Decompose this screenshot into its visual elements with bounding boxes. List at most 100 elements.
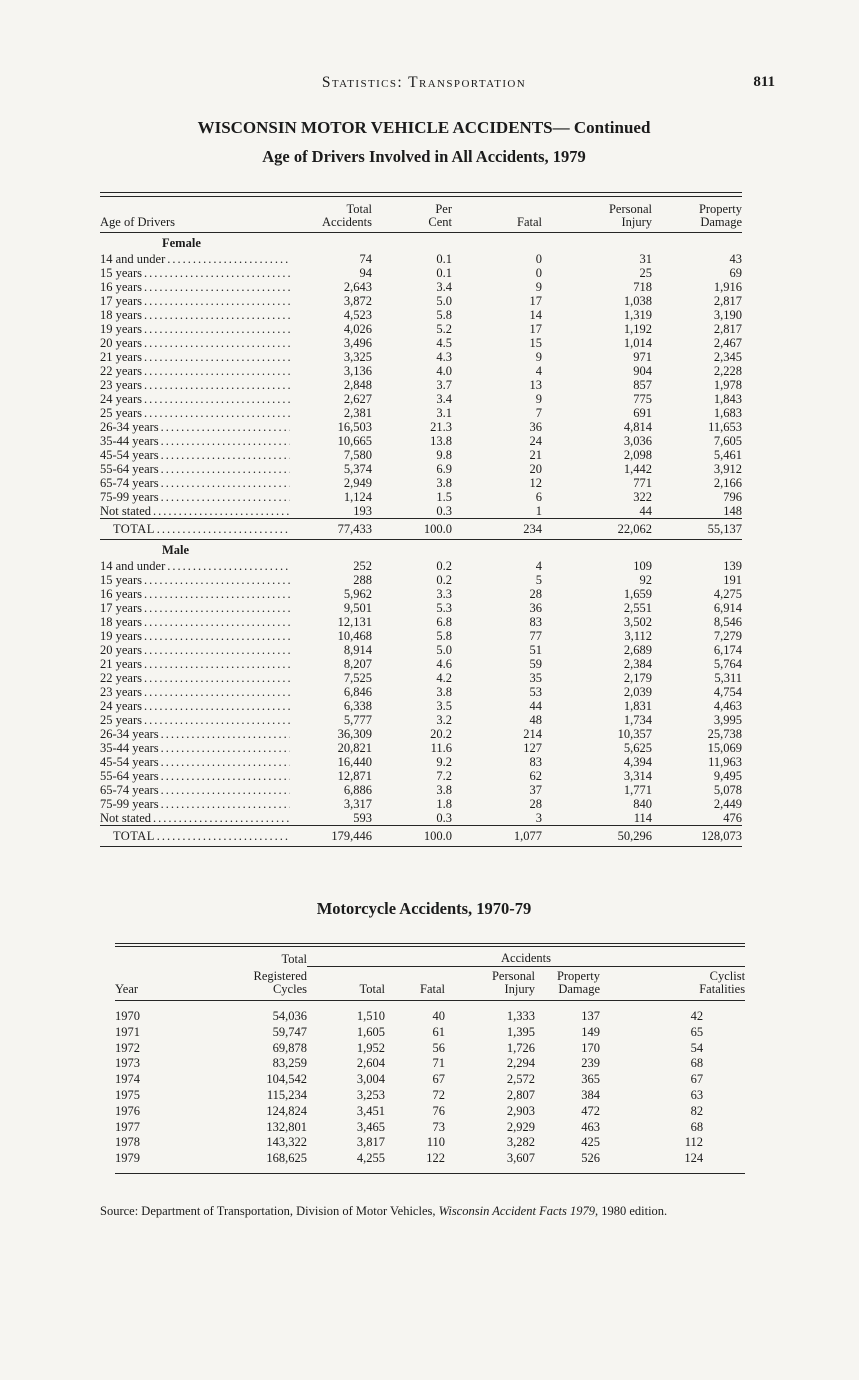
table-row: 22 years 7,525 4.2 35 2,179 5,311 bbox=[100, 671, 742, 685]
cell: 2,551 bbox=[623, 600, 652, 615]
row-label-cell: 23 years bbox=[100, 685, 290, 699]
cell: 3,112 bbox=[624, 628, 652, 643]
row-label-cell: 65-74 years bbox=[100, 476, 290, 490]
dot-leader bbox=[159, 783, 290, 797]
cell: 3,190 bbox=[713, 307, 742, 322]
row-label: 65-74 years bbox=[100, 782, 159, 797]
cell: 3,136 bbox=[343, 363, 372, 378]
row-label-cell: 17 years bbox=[100, 601, 290, 615]
cell: 425 bbox=[581, 1135, 600, 1150]
cell: 100.0 bbox=[372, 824, 452, 847]
cell: 5.2 bbox=[436, 321, 452, 336]
cell: 1,192 bbox=[623, 321, 652, 336]
cell: 2,228 bbox=[713, 363, 742, 378]
row-label-cell: TOTAL bbox=[100, 824, 290, 847]
motorcycle-title: Motorcycle Accidents, 1970-79 bbox=[316, 898, 532, 918]
cell: 593 bbox=[353, 810, 372, 825]
cell: 13.8 bbox=[430, 433, 452, 448]
table-row: 25 years 5,777 3.2 48 1,734 3,995 bbox=[100, 713, 742, 727]
cell: 4.3 bbox=[436, 349, 452, 364]
cell: 1,916 bbox=[713, 279, 742, 294]
page: Statistics: Transportation 811 WISCONSIN… bbox=[100, 0, 775, 1219]
cell: 14 bbox=[529, 307, 543, 322]
cell: 840 bbox=[633, 796, 652, 811]
row-label: 17 years bbox=[100, 293, 142, 308]
cell: 16,440 bbox=[337, 754, 372, 769]
cell: 9,495 bbox=[713, 768, 742, 783]
cell: 10,468 bbox=[337, 628, 372, 643]
cell: 0.2 bbox=[436, 572, 452, 587]
cell: 168,625 bbox=[266, 1151, 307, 1166]
cell: 796 bbox=[723, 489, 742, 504]
cell: 3,325 bbox=[343, 349, 372, 364]
cell: 1.8 bbox=[436, 796, 452, 811]
cell: 1,077 bbox=[452, 824, 542, 847]
cell: 6,914 bbox=[713, 600, 742, 615]
cell: 59 bbox=[529, 656, 543, 671]
cell: 59,747 bbox=[272, 1024, 307, 1039]
row-label-cell: 21 years bbox=[100, 657, 290, 671]
cell: 1,771 bbox=[623, 782, 652, 797]
header-row: Age of Drivers Total Accidents Per Cent Fatal… bbox=[100, 196, 742, 233]
cell: 472 bbox=[581, 1103, 600, 1118]
row-label: 75-99 years bbox=[100, 489, 159, 504]
cell: 288 bbox=[353, 572, 372, 587]
cell: 2,166 bbox=[713, 475, 742, 490]
cell: 6,846 bbox=[343, 684, 372, 699]
cell: 1,659 bbox=[623, 586, 652, 601]
dot-leader bbox=[142, 378, 290, 392]
cell: 5,374 bbox=[343, 461, 372, 476]
cell: 170 bbox=[581, 1040, 600, 1055]
table-row: 14 and under 252 0.2 4 109 139 bbox=[100, 559, 742, 573]
cell: 463 bbox=[581, 1119, 600, 1134]
cell: 2,381 bbox=[343, 405, 372, 420]
row-label: 15 years bbox=[100, 572, 142, 587]
cell: 691 bbox=[633, 405, 652, 420]
row-label-cell: 35-44 years bbox=[100, 434, 290, 448]
table-row: 16 years 2,643 3.4 9 718 1,916 bbox=[100, 280, 742, 294]
cell: 234 bbox=[452, 517, 542, 540]
row-label-cell: 26-34 years bbox=[100, 727, 290, 741]
cell: 48 bbox=[529, 712, 543, 727]
section-label: Male bbox=[162, 542, 190, 557]
row-label: 23 years bbox=[100, 377, 142, 392]
cell: 3.8 bbox=[436, 684, 452, 699]
cell: 9.8 bbox=[436, 447, 452, 462]
table-row: 19 years 10,468 5.8 77 3,112 7,279 bbox=[100, 629, 742, 643]
cell: 149 bbox=[581, 1024, 600, 1039]
dot-leader bbox=[142, 573, 290, 587]
cell: 9 bbox=[535, 349, 542, 364]
cell: 69 bbox=[729, 265, 743, 280]
cell: 1971 bbox=[115, 1024, 140, 1039]
cell: 2,817 bbox=[713, 321, 742, 336]
dot-leader bbox=[142, 294, 290, 308]
cell: 1978 bbox=[115, 1135, 140, 1150]
cell: 83 bbox=[529, 754, 543, 769]
cell: 1,605 bbox=[356, 1024, 385, 1039]
table-row: 20 years 3,496 4.5 15 1,014 2,467 bbox=[100, 336, 742, 350]
row-label-cell: 22 years bbox=[100, 364, 290, 378]
dot-leader bbox=[142, 280, 290, 294]
cell: 1,014 bbox=[623, 335, 652, 350]
cell: 124,824 bbox=[266, 1103, 307, 1118]
cell: 67 bbox=[432, 1072, 446, 1087]
cell: 132,801 bbox=[266, 1119, 307, 1134]
cell: 3.1 bbox=[436, 405, 452, 420]
cell: 1,734 bbox=[623, 712, 652, 727]
row-label-cell: 18 years bbox=[100, 308, 290, 322]
cell: 6 bbox=[535, 489, 542, 504]
row-label-cell: 35-44 years bbox=[100, 741, 290, 755]
dot-leader bbox=[165, 252, 290, 266]
cell: 2,627 bbox=[343, 391, 372, 406]
cell: 114 bbox=[633, 810, 652, 825]
table-row: 15 years 94 0.1 0 25 69 bbox=[100, 266, 742, 280]
row-label-cell: 55-64 years bbox=[100, 462, 290, 476]
cell: 1,843 bbox=[713, 391, 742, 406]
cell: 4.0 bbox=[436, 363, 452, 378]
cell: 1,683 bbox=[713, 405, 742, 420]
table-row: 21 years 3,325 4.3 9 971 2,345 bbox=[100, 350, 742, 364]
table-row: 65-74 years 2,949 3.8 12 771 2,166 bbox=[100, 476, 742, 490]
dot-leader bbox=[159, 434, 290, 448]
cell: 148 bbox=[723, 503, 742, 518]
